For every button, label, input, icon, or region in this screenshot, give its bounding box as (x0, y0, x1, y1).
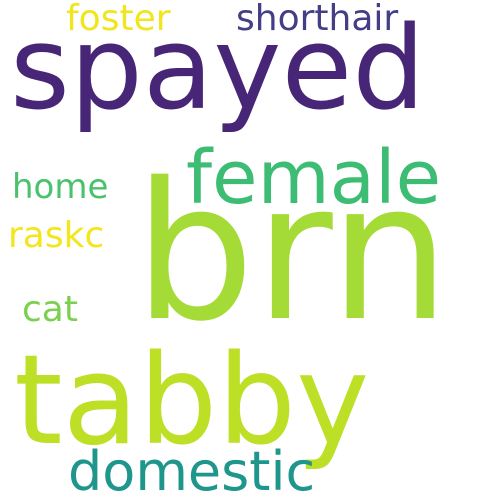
word-brn: brn (134, 142, 450, 363)
word-spayed: spayed (10, 2, 425, 136)
word-domestic: domestic (68, 440, 315, 500)
word-cat: cat (22, 289, 78, 330)
word-tabby: tabby (14, 329, 369, 473)
word-raskc: raskc (8, 215, 104, 256)
word-female: female (186, 135, 441, 221)
word-home: home (12, 167, 108, 207)
word-foster: foster (66, 0, 171, 39)
word-shorthair: shorthair (236, 0, 398, 39)
